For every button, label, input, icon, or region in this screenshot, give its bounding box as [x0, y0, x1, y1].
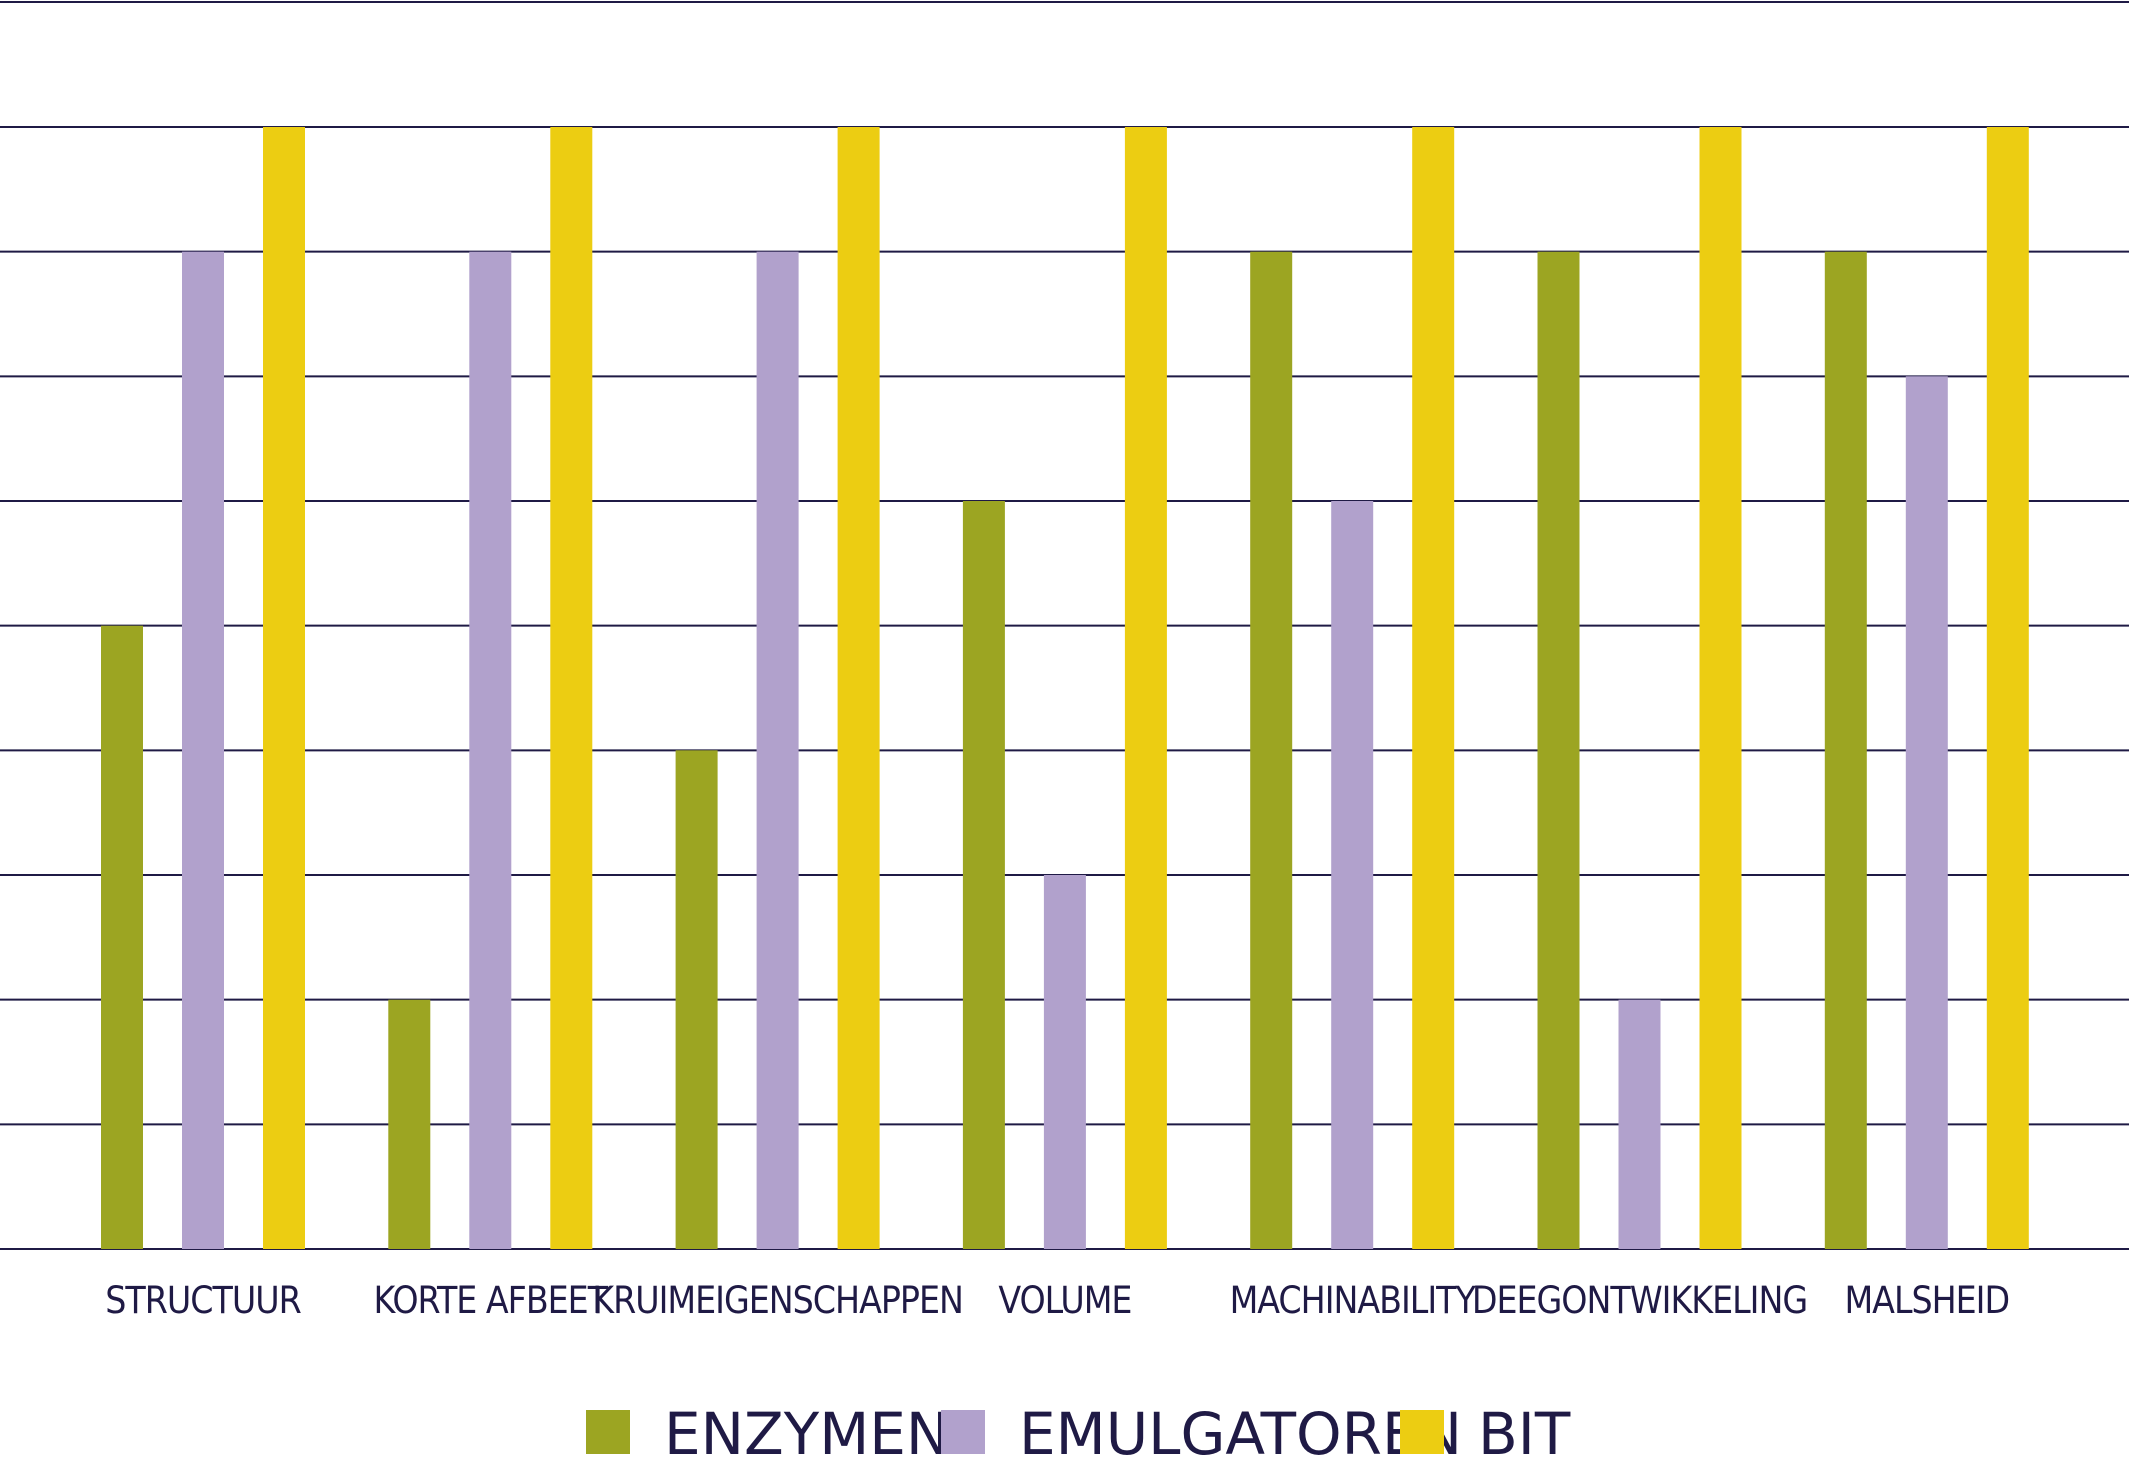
bar-enzymen-1: [101, 625, 143, 1249]
bar-emulgatoren-7: [1905, 376, 1948, 1249]
bar-enzymen-7: [1824, 251, 1867, 1249]
legend-label-enzymen: ENZYMEN: [664, 1400, 949, 1468]
legend-swatch-enzymen: [586, 1410, 630, 1454]
bar-enzymen-2: [388, 999, 431, 1249]
bar-bit-3: [837, 127, 880, 1249]
bar-enzymen-6: [1537, 251, 1580, 1249]
bar-bit-5: [1412, 127, 1455, 1249]
category-label: KORTE AFBEET: [374, 1279, 609, 1322]
bars: [101, 127, 2029, 1249]
bar-emulgatoren-4: [1043, 875, 1086, 1249]
bar-emulgatoren-1: [182, 251, 224, 1249]
bar-emulgatoren-5: [1331, 501, 1374, 1249]
category-label: DEEGONTWIKKELING: [1472, 1279, 1807, 1322]
legend: ENZYMEN EMULGATOREN BIT: [586, 1400, 1571, 1468]
bar-emulgatoren-6: [1618, 999, 1661, 1249]
legend-label-emulgatoren: EMULGATOREN: [1019, 1400, 1462, 1468]
bar-bit-2: [550, 127, 593, 1249]
bar-enzymen-5: [1250, 251, 1293, 1249]
category-label: KRUIMEIGENSCHAPPEN: [592, 1279, 963, 1322]
category-label: MALSHEID: [1844, 1279, 2009, 1322]
bar-enzymen-3: [675, 750, 718, 1249]
bar-bit-4: [1124, 127, 1167, 1249]
bar-bit-6: [1699, 127, 1742, 1249]
bar-enzymen-4: [962, 501, 1005, 1249]
bar-bit-7: [1986, 127, 2029, 1249]
bar-emulgatoren-3: [756, 251, 799, 1249]
category-label: VOLUME: [998, 1279, 1131, 1322]
legend-swatch-bit: [1400, 1410, 1444, 1454]
legend-label-bit: BIT: [1478, 1400, 1571, 1468]
category-label: STRUCTUUR: [105, 1279, 301, 1322]
bar-emulgatoren-2: [469, 251, 512, 1249]
bar-bit-1: [263, 127, 305, 1249]
category-label: MACHINABILITY: [1230, 1279, 1477, 1322]
legend-swatch-emulgatoren: [941, 1410, 985, 1454]
